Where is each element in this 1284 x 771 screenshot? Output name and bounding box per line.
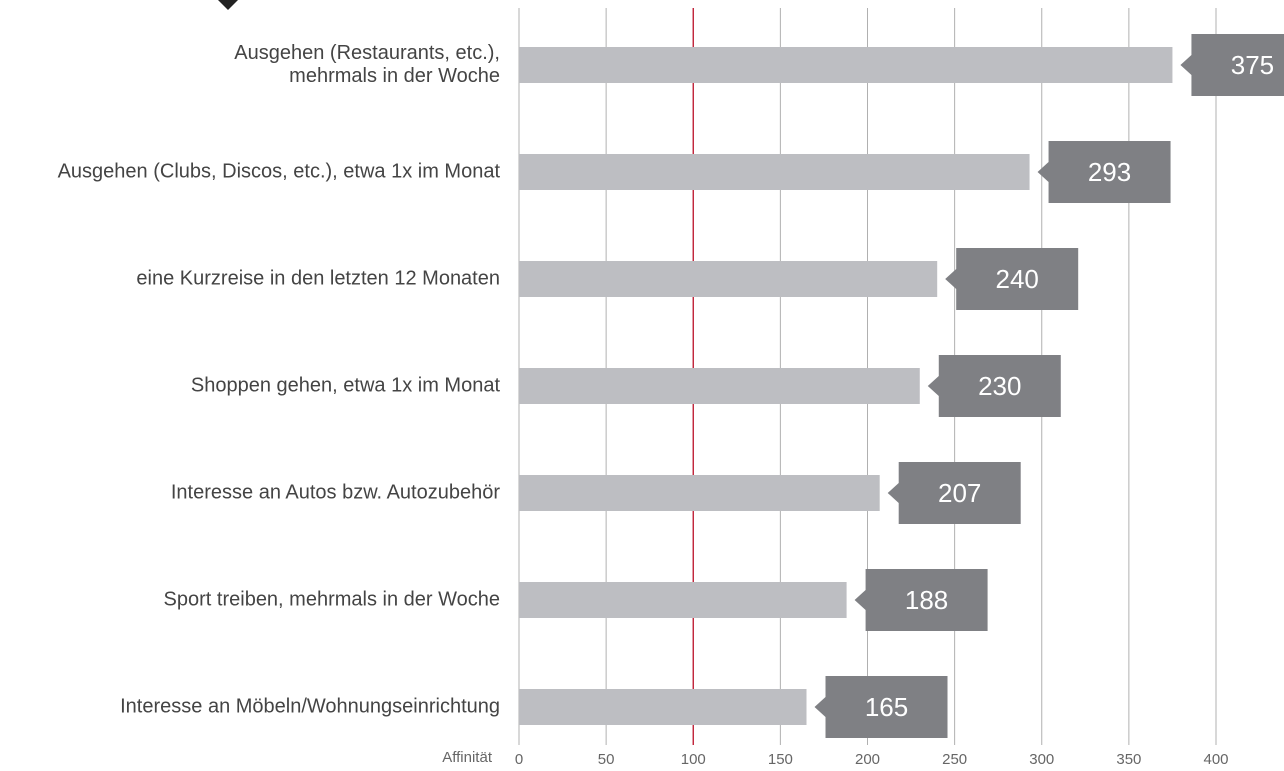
bar — [519, 689, 807, 725]
x-tick-label: 350 — [1116, 751, 1141, 768]
category-label: Interesse an Autos bzw. Autozubehör — [170, 481, 500, 504]
value-label-box — [814, 676, 948, 738]
bar — [519, 475, 880, 511]
value-label-box — [1180, 34, 1284, 96]
x-axis-label: Affinität — [442, 749, 493, 766]
value-label: 230 — [978, 371, 1021, 401]
x-tick-label: 150 — [768, 751, 793, 768]
value-label: 293 — [1088, 157, 1131, 187]
x-tick-label: 100 — [681, 751, 706, 768]
value-label: 240 — [996, 264, 1039, 294]
category-label: Sport treiben, mehrmals in der Woche — [163, 588, 500, 611]
category-label: Interesse an Möbeln/Wohnungseinrichtung — [120, 695, 500, 718]
bar — [519, 47, 1173, 83]
value-label: 207 — [938, 478, 981, 508]
value-label-box — [1037, 141, 1171, 203]
category-label: Shoppen gehen, etwa 1x im Monat — [190, 374, 500, 397]
x-tick-label: 200 — [855, 751, 880, 768]
category-label: Ausgehen (Clubs, Discos, etc.), etwa 1x … — [57, 160, 500, 183]
value-label: 188 — [905, 585, 948, 615]
bar — [519, 368, 920, 404]
value-label-box — [927, 355, 1061, 417]
x-tick-label: 0 — [515, 751, 523, 768]
decoration — [218, 0, 238, 10]
value-label-box — [887, 462, 1021, 524]
x-tick-label: 400 — [1203, 751, 1228, 768]
category-label: eine Kurzreise in den letzten 12 Monaten — [136, 267, 500, 290]
value-label-box — [854, 569, 988, 631]
category-label: Ausgehen (Restaurants, etc.), mehrmals i… — [234, 42, 500, 87]
x-tick-label: 300 — [1029, 751, 1054, 768]
bar — [519, 154, 1030, 190]
x-tick-label: 50 — [598, 751, 615, 768]
bar — [519, 261, 938, 297]
bar — [519, 582, 847, 618]
x-tick-label: 250 — [942, 751, 967, 768]
value-label: 165 — [865, 692, 908, 722]
value-label-box — [945, 248, 1079, 310]
value-label: 375 — [1231, 50, 1274, 80]
